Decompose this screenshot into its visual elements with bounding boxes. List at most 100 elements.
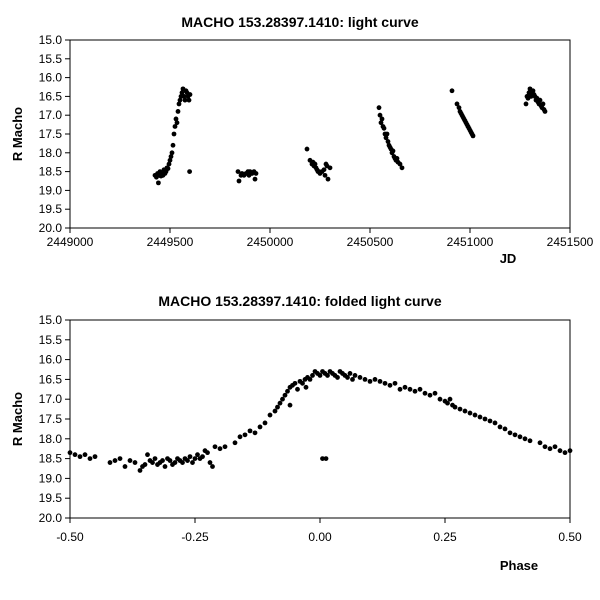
light-curve-plot-frame <box>69 39 571 229</box>
folded-light-curve-x-tick-label: 0.00 <box>308 530 332 544</box>
folded-light-curve-data-point <box>187 454 193 460</box>
folded-light-curve-data-point <box>292 380 298 386</box>
folded-light-curve-data-point <box>180 460 185 465</box>
folded-light-curve-data-point <box>422 390 428 396</box>
light-curve-data-point <box>236 178 242 184</box>
folded-light-curve-points <box>67 369 573 473</box>
folded-light-curve-data-point <box>477 414 483 420</box>
folded-light-curve-x-tick-label: -0.25 <box>181 530 209 544</box>
folded-light-curve-data-point <box>522 436 528 442</box>
folded-light-curve-data-point <box>160 458 165 463</box>
light-curve-data-point <box>449 88 455 94</box>
folded-light-curve-data-point <box>552 444 558 450</box>
light-curve-data-point <box>156 180 161 186</box>
folded-light-curve-data-point <box>232 440 238 446</box>
folded-light-curve-data-point <box>307 377 313 382</box>
folded-light-curve-data-point <box>412 388 418 394</box>
folded-light-curve-data-point <box>77 454 83 460</box>
light-curve-data-point <box>399 165 405 171</box>
light-curve-data-point <box>173 116 179 122</box>
light-curve-data-point <box>322 172 328 178</box>
light-curve-data-point <box>385 139 391 144</box>
light-curve-data-point <box>253 171 259 176</box>
light-curve-data-point <box>174 120 180 126</box>
light-curve-data-point <box>166 161 172 167</box>
folded-light-curve-data-point <box>237 434 243 440</box>
folded-light-curve-y-tick-label: 19.5 <box>39 491 63 505</box>
light-curve-data-point <box>252 176 258 182</box>
folded-light-curve-data-point <box>200 454 205 460</box>
folded-light-curve-y-tick-label: 18.5 <box>39 452 63 466</box>
folded-light-curve-data-point <box>350 377 355 382</box>
light-curve-data-point <box>172 124 178 129</box>
folded-light-curve-data-point <box>280 396 285 402</box>
folded-light-curve-x-axis-label: Phase <box>500 558 538 573</box>
folded-light-curve-data-point <box>285 388 290 394</box>
light-curve-chart: MACHO 153.28397.1410: light curve R Mach… <box>10 14 594 266</box>
light-curve-x-tick-label: 2449000 <box>47 235 94 249</box>
folded-light-curve-data-point <box>132 460 138 465</box>
light-curve-data-point <box>165 166 171 171</box>
folded-light-curve-data-point <box>262 420 268 426</box>
light-curve-y-tick-label: 19.0 <box>39 183 63 197</box>
folded-light-curve-data-point <box>112 458 118 463</box>
folded-light-curve-data-point <box>335 375 340 380</box>
folded-light-curve-data-point <box>397 386 403 392</box>
light-curve-y-tick-label: 19.5 <box>39 202 63 216</box>
light-curve-x-tick-label: 2451000 <box>447 235 494 249</box>
light-curve-data-point <box>181 94 187 99</box>
light-curve-data-point <box>176 101 182 107</box>
light-curve-data-point <box>397 161 403 167</box>
folded-light-curve-data-point <box>362 377 368 382</box>
folded-light-curve-data-point <box>252 430 258 436</box>
folded-light-curve-data-point <box>352 373 358 378</box>
folded-light-curve-data-point <box>557 448 563 454</box>
folded-light-curve-data-point <box>242 432 248 438</box>
folded-light-curve-data-point <box>457 406 463 412</box>
folded-light-curve-data-point <box>162 464 168 469</box>
light-curve-data-point <box>187 92 193 97</box>
light-curve-data-point <box>456 105 462 111</box>
folded-light-curve-data-point <box>303 384 309 390</box>
folded-light-curve-data-point <box>367 378 373 384</box>
folded-light-curve-data-point <box>445 400 450 406</box>
folded-light-curve-data-point <box>467 410 473 416</box>
folded-light-curve-data-point <box>217 446 223 452</box>
light-curve-data-point <box>168 154 174 159</box>
light-curve-data-point <box>378 120 384 126</box>
light-curve-y-tick-label: 15.5 <box>39 52 63 66</box>
folded-light-curve-data-point <box>320 456 325 461</box>
folded-light-curve-data-point <box>277 400 283 406</box>
light-curve-x-tick-label: 2449500 <box>147 235 194 249</box>
folded-light-curve-data-point <box>127 458 133 463</box>
folded-light-curve-data-point <box>427 392 433 398</box>
folded-light-curve-chart: MACHO 153.28397.1410: folded light curve… <box>10 293 582 573</box>
light-curve-data-point <box>179 90 185 96</box>
folded-light-curve-data-point <box>150 460 155 465</box>
light-curve-data-point <box>170 142 176 148</box>
folded-light-curve-y-axis-label: R Macho <box>10 392 25 446</box>
light-curve-y-ticks: 15.0 15.5 16.0 16.5 17.0 17.5 18.0 18.5 19.0 19.5… <box>39 33 70 235</box>
folded-light-curve-data-point <box>287 402 293 408</box>
folded-light-curve-data-point <box>487 418 493 424</box>
light-curve-data-point <box>182 97 188 103</box>
folded-light-curve-data-point <box>282 392 288 398</box>
light-curve-y-tick-label: 17.0 <box>39 108 63 122</box>
folded-light-curve-data-point <box>452 404 458 410</box>
light-curve-data-point <box>390 148 396 154</box>
folded-light-curve-data-point <box>210 464 215 469</box>
light-curve-x-axis-label: JD <box>500 251 517 266</box>
folded-light-curve-x-tick-label: -0.50 <box>56 530 84 544</box>
light-curve-y-tick-label: 16.0 <box>39 71 63 85</box>
folded-light-curve-data-point <box>472 412 478 418</box>
light-curve-data-point <box>312 161 318 167</box>
folded-light-curve-data-point <box>300 380 305 386</box>
light-curve-x-tick-label: 2450000 <box>247 235 294 249</box>
folded-light-curve-data-point <box>462 408 468 414</box>
folded-light-curve-data-point <box>323 456 329 461</box>
folded-light-curve-data-point <box>567 448 573 454</box>
folded-light-curve-data-point <box>207 460 213 465</box>
folded-light-curve-x-tick-label: 0.50 <box>558 530 582 544</box>
light-curve-data-point <box>376 105 382 111</box>
folded-light-curve-data-point <box>272 408 278 414</box>
